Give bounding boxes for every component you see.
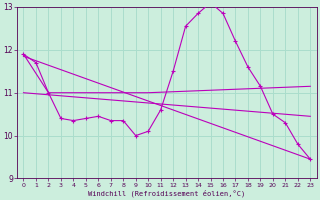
- X-axis label: Windchill (Refroidissement éolien,°C): Windchill (Refroidissement éolien,°C): [88, 189, 245, 197]
